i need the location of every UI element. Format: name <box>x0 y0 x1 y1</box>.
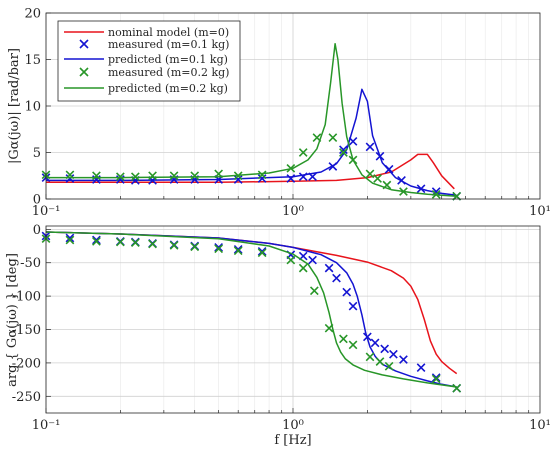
magnitude-xtick-label: 10⁻¹ <box>32 204 61 219</box>
phase-series-3-point <box>148 239 157 249</box>
magnitude-ytick-label: 5 <box>33 146 41 161</box>
phase-ylabel: arg { Gα(jω) } [deg] <box>5 253 20 387</box>
phase-series-3-point <box>375 357 385 366</box>
phase-axes-frame <box>45 225 541 414</box>
legend-label-predicted-02: predicted (m=0.2 kg) <box>108 82 228 95</box>
magnitude-panel: 10⁻¹ 10⁰ 10¹ 0 5 10 15 20 |Gα(jω)| [rad/bar] no… <box>7 7 550 220</box>
legend-entry-nominal: nominal model (m=0) <box>64 26 229 39</box>
phase-series-1-point <box>324 263 334 273</box>
legend-entry-predicted-01: predicted (m=0.1 kg) <box>64 53 228 66</box>
phase-ytick-label: -250 <box>12 390 41 405</box>
magnitude-series-1-point <box>339 145 348 155</box>
magnitude-xtick-label: 10⁰ <box>282 204 304 219</box>
phase-ytick-label: -150 <box>12 323 41 338</box>
phase-series-1-point <box>65 233 75 243</box>
phase-ytick-label: -100 <box>12 290 41 305</box>
phase-series-1-point <box>214 243 224 252</box>
magnitude-series-2-line <box>46 88 457 197</box>
phase-series-3-point <box>298 263 308 273</box>
phase-series-3-point <box>348 340 358 350</box>
phase-series-3-point <box>115 237 125 247</box>
phase-series-3-point <box>309 286 319 296</box>
legend-label-measured-02: measured (m=0.2 kg) <box>108 66 229 79</box>
phase-series-1-point <box>380 344 390 354</box>
phase-ticks: 10⁻¹ 10⁰ 10¹ 0 -50 -100 -150 -200 -250 <box>12 223 550 433</box>
phase-series-1-point <box>308 255 317 265</box>
phase-series-3-point <box>431 374 441 384</box>
phase-ytick-label: -50 <box>20 256 41 271</box>
magnitude-series-4-line <box>46 42 457 197</box>
phase-series-3-point <box>130 238 140 248</box>
magnitude-ticks: 10⁻¹ 10⁰ 10¹ 0 5 10 15 20 <box>24 7 550 220</box>
magnitude-series-1-point <box>365 142 375 152</box>
phase-panel: 10⁻¹ 10⁰ 10¹ 0 -50 -100 -150 -200 -250 arg { Gα(… <box>5 223 550 448</box>
phase-series-3-point <box>339 334 348 344</box>
magnitude-series-3-point <box>373 174 382 183</box>
phase-series-1-point <box>92 235 101 245</box>
legend-label-predicted-01: predicted (m=0.1 kg) <box>108 53 228 66</box>
magnitude-series-3-point <box>298 148 308 157</box>
frequency-xlabel: f [Hz] <box>274 433 311 448</box>
phase-series-2-line <box>45 231 457 388</box>
phase-xtick-label: 10¹ <box>529 418 550 433</box>
magnitude-series-3-point <box>169 171 179 181</box>
magnitude-ytick-label: 10 <box>24 100 41 115</box>
phase-series-3-point <box>452 383 462 393</box>
magnitude-series-3-point <box>190 171 200 181</box>
phase-series-3-point <box>65 235 75 245</box>
phase-series-1-point <box>431 373 441 382</box>
phase-ytick-label: -200 <box>12 356 41 371</box>
magnitude-ytick-label: 15 <box>24 53 41 68</box>
phase-series-3-point <box>257 248 267 258</box>
phase-series-1-point <box>233 245 243 254</box>
phase-series-3-point <box>233 246 243 256</box>
magnitude-series-3-point <box>328 133 338 142</box>
magnitude-series-3-point <box>257 170 267 180</box>
magnitude-series-3-point <box>130 172 140 182</box>
legend-entry-predicted-02: predicted (m=0.2 kg) <box>64 82 228 95</box>
phase-series-1-point <box>389 349 398 359</box>
magnitude-ylabel: |Gα(jω)| [rad/bar] <box>7 48 22 164</box>
phase-series-3-point <box>214 244 224 254</box>
legend-entry-measured-01: measured (m=0.1 kg) <box>79 38 229 51</box>
phase-series-1-point <box>399 355 408 364</box>
phase-series-3-point <box>92 236 101 246</box>
legend-label-nominal: nominal model (m=0) <box>108 26 229 39</box>
phase-series-3-point <box>365 352 375 362</box>
magnitude-series <box>41 42 462 201</box>
magnitude-ytick-label: 20 <box>24 7 41 22</box>
phase-series-1-point <box>332 273 341 283</box>
phase-series-1-point <box>370 338 380 348</box>
magnitude-series-3-point <box>365 169 375 179</box>
phase-series-3-point <box>190 242 200 252</box>
phase-ytick-label: 0 <box>33 223 41 238</box>
legend-swatch-measured-01 <box>79 39 89 49</box>
phase-series-1-point <box>257 247 267 256</box>
magnitude-series-3-point <box>339 148 348 157</box>
phase-series-1-point <box>416 363 426 372</box>
magnitude-series-3-point <box>115 172 125 182</box>
phase-series-3-point <box>384 361 394 371</box>
phase-series-3-point <box>286 255 296 265</box>
magnitude-ytick-label: 0 <box>33 193 41 208</box>
legend: nominal model (m=0) measured (m=0.1 kg) … <box>57 20 241 102</box>
legend-swatch-measured-02 <box>79 67 89 77</box>
legend-label-measured-01: measured (m=0.1 kg) <box>108 38 229 51</box>
phase-series-4-line <box>45 231 457 388</box>
phase-series-1-point <box>348 301 358 311</box>
phase-series-3-point <box>169 241 179 250</box>
phase-series-1-point <box>342 287 352 297</box>
magnitude-xtick-label: 10¹ <box>529 204 550 219</box>
phase-grid <box>45 226 540 413</box>
magnitude-axes-frame <box>45 12 541 200</box>
phase-xtick-label: 10⁰ <box>282 418 304 433</box>
phase-xtick-label: 10⁻¹ <box>32 418 61 433</box>
legend-entry-measured-02: measured (m=0.2 kg) <box>79 66 229 79</box>
magnitude-series-3-point <box>148 171 157 181</box>
